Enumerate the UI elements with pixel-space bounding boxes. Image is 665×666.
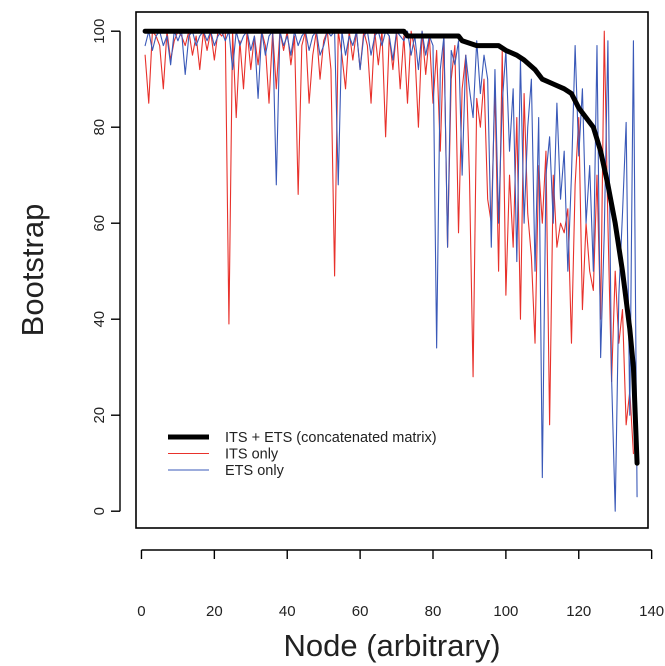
y-tick-label: 100	[91, 19, 108, 44]
series-layer	[142, 28, 640, 512]
series-line-2	[144, 30, 638, 512]
y-tick-label: 80	[91, 119, 108, 136]
legend-label-0: ITS + ETS (concatenated matrix)	[225, 430, 437, 446]
legend: ITS + ETS (concatenated matrix)ITS onlyE…	[168, 430, 437, 479]
x-tick-label: 0	[137, 603, 145, 620]
legend-label-1: ITS only	[225, 447, 279, 463]
y-axis-title: Bootstrap	[15, 204, 50, 337]
plot-frame	[135, 11, 649, 529]
x-tick-label: 140	[639, 603, 664, 620]
x-tick-label: 120	[566, 603, 591, 620]
legend-label-2: ETS only	[225, 463, 285, 479]
y-tick-label: 20	[91, 407, 108, 424]
x-tick-label: 80	[425, 603, 442, 620]
y-tick-label: 60	[91, 215, 108, 232]
series-line-1	[144, 30, 634, 455]
x-tick-label: 100	[493, 603, 518, 620]
y-tick-label: 40	[91, 311, 108, 328]
x-axis-title: Node (arbitrary)	[283, 628, 500, 663]
series-line-0	[142, 28, 640, 466]
x-tick-label: 40	[279, 603, 296, 620]
x-tick-label: 60	[352, 603, 369, 620]
x-tick-label: 20	[206, 603, 223, 620]
x-axis: 0 20 40 60 80 100 120 140	[137, 549, 664, 620]
y-tick-label: 0	[91, 507, 108, 515]
y-axis: 0 20 40 60 80 100	[91, 19, 121, 515]
